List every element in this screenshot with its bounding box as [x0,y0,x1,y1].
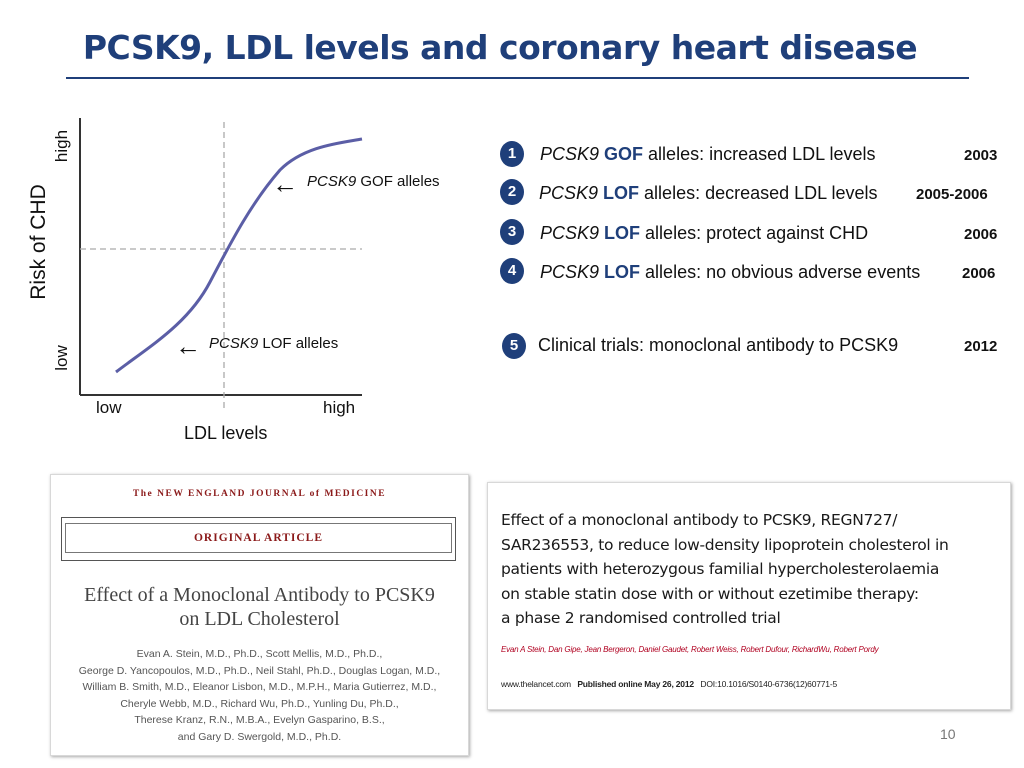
nejm-article-snapshot: The NEW ENGLAND JOURNAL of MEDICINE ORIG… [50,474,469,756]
finding-item: PCSK9 GOF alleles: increased LDL levels [540,144,876,164]
x-high-label: high [323,398,356,417]
author-list: Evan A. Stein, M.D., Ph.D., Scott Mellis… [78,648,441,743]
page-number: 10 [940,726,956,742]
finding-year: 2012 [964,338,998,355]
finding-item: Clinical trials: monoclonal antibody to … [538,335,899,355]
article-title: Effect of a monoclonal antibody to PCSK9… [501,511,949,627]
y-low-label: low [51,345,71,371]
article-title: Effect of a Monoclonal Antibody to PCSK9… [84,584,435,630]
finding-year: 2003 [964,147,998,164]
journal-masthead: The NEW ENGLAND JOURNAL of MEDICINE [132,489,387,499]
ldl-risk-chart [79,118,363,410]
finding-item: PCSK9 LOF alleles: protect against CHD [540,223,869,243]
y-high-label: high [52,129,72,163]
x-low-label: low [96,398,122,417]
y-axis-title: Risk of CHD [27,184,50,300]
number-badge: 4 [500,258,524,284]
finding-item: PCSK9 LOF alleles: no obvious adverse ev… [540,262,921,282]
number-badge: 1 [500,141,524,167]
finding-item: PCSK9 LOF alleles: decreased LDL levels [539,183,878,203]
lof-annotation: PCSK9 LOF alleles [209,335,339,352]
number-badge: 2 [500,179,524,205]
lancet-article-snapshot: Effect of a monoclonal antibody to PCSK9… [487,482,1011,710]
section-label: ORIGINAL ARTICLE [65,523,452,553]
left-arrow-icon: ← [175,331,201,361]
author-list: Evan A Stein, Dan Gipe, Jean Bergeron, D… [501,645,879,654]
risk-curve [115,137,363,374]
slide-title: PCSK9, LDL levels and coronary heart dis… [82,28,918,67]
left-arrow-icon: ← [272,169,298,199]
finding-year: 2006 [962,265,996,282]
x-axis-title: LDL levels [184,423,268,443]
publication-info: www.thelancet.com Published online May 2… [501,679,837,689]
number-badge: 3 [500,219,524,245]
title-underline [66,77,969,79]
finding-year: 2006 [964,226,998,243]
number-badge: 5 [502,333,526,359]
finding-year: 2005-2006 [916,186,988,203]
gof-annotation: PCSK9 GOF alleles [307,173,440,190]
section-frame [61,517,456,561]
